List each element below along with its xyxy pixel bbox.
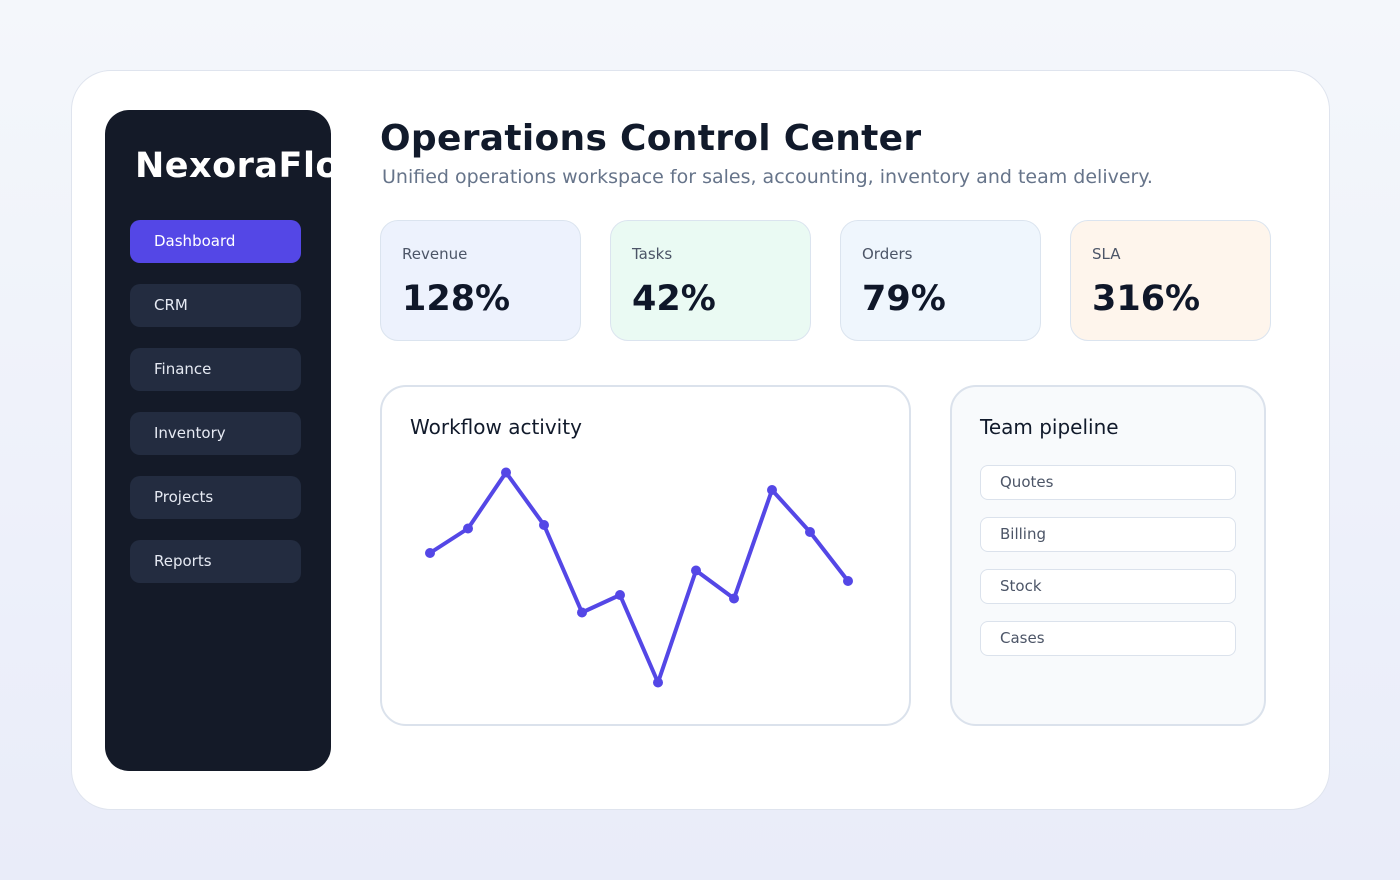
brand-logo: NexoraFlow: [135, 146, 331, 186]
sidebar-item-reports[interactable]: Reports: [130, 540, 301, 583]
sidebar-item-crm[interactable]: CRM: [130, 284, 301, 327]
stat-card-revenue[interactable]: Revenue 128%: [380, 220, 581, 341]
team-pipeline-panel: Team pipeline Quotes Billing Stock Cases: [950, 385, 1266, 726]
stat-label: Revenue: [402, 245, 468, 263]
sidebar-item-dashboard[interactable]: Dashboard: [130, 220, 301, 263]
stat-card-orders[interactable]: Orders 79%: [840, 220, 1041, 341]
data-point: [425, 548, 435, 558]
pipeline-item-billing[interactable]: Billing: [980, 517, 1236, 552]
stat-value: 79%: [862, 279, 946, 319]
stat-label: SLA: [1092, 245, 1121, 263]
workflow-activity-chart: [425, 467, 853, 688]
stat-label: Orders: [862, 245, 913, 263]
pipeline-item-quotes[interactable]: Quotes: [980, 465, 1236, 500]
data-point: [729, 593, 739, 604]
sidebar: NexoraFlow Dashboard CRM Finance Invento…: [105, 110, 331, 771]
data-point: [615, 590, 625, 600]
stat-label: Tasks: [632, 245, 673, 263]
data-point: [539, 520, 549, 530]
data-point: [805, 527, 815, 537]
stat-value: 42%: [632, 279, 716, 319]
data-point: [577, 607, 587, 618]
stat-value: 128%: [402, 279, 511, 319]
stat-card-sla[interactable]: SLA 316%: [1070, 220, 1271, 341]
data-point: [843, 576, 853, 586]
pipeline-item-stock[interactable]: Stock: [980, 569, 1236, 604]
panel-title: Team pipeline: [980, 415, 1119, 439]
sidebar-item-projects[interactable]: Projects: [130, 476, 301, 519]
page-title: Operations Control Center: [380, 118, 922, 159]
workflow-activity-panel: Workflow activity: [380, 385, 911, 726]
sidebar-item-finance[interactable]: Finance: [130, 348, 301, 391]
sidebar-item-inventory[interactable]: Inventory: [130, 412, 301, 455]
data-point: [463, 523, 473, 534]
stat-card-tasks[interactable]: Tasks 42%: [610, 220, 811, 341]
series-line: [428, 470, 850, 685]
panel-title: Workflow activity: [410, 415, 582, 439]
stat-value: 316%: [1092, 279, 1201, 319]
data-point: [653, 677, 663, 688]
pipeline-item-cases[interactable]: Cases: [980, 621, 1236, 656]
page-subtitle: Unified operations workspace for sales, …: [382, 166, 1153, 188]
data-point: [501, 467, 511, 478]
data-point: [691, 565, 701, 576]
data-point: [767, 485, 777, 495]
